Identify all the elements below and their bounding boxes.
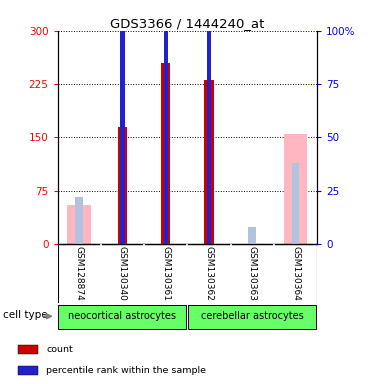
Text: cerebellar astrocytes: cerebellar astrocytes (201, 311, 303, 321)
FancyBboxPatch shape (188, 305, 316, 329)
Bar (120, 0, 125, 244)
Text: count: count (46, 345, 73, 354)
Text: percentile rank within the sample: percentile rank within the sample (46, 366, 206, 375)
Bar (249, 227, 256, 244)
Bar (292, 163, 299, 244)
Text: GSM130363: GSM130363 (248, 246, 257, 301)
Bar (75, 197, 83, 244)
Bar (118, 127, 127, 244)
Title: GDS3366 / 1444240_at: GDS3366 / 1444240_at (110, 17, 265, 30)
Text: GSM128874: GSM128874 (75, 246, 83, 300)
Text: GSM130340: GSM130340 (118, 246, 127, 301)
Text: cell type: cell type (3, 310, 47, 321)
Bar (207, 0, 211, 244)
Bar (67, 205, 91, 244)
Text: GSM130364: GSM130364 (291, 246, 300, 301)
Bar (284, 134, 308, 244)
Bar (18, 345, 37, 354)
Bar (18, 366, 37, 375)
Bar (161, 63, 171, 244)
Text: neocortical astrocytes: neocortical astrocytes (68, 311, 177, 321)
Text: GSM130361: GSM130361 (161, 246, 170, 301)
Text: GSM130362: GSM130362 (204, 246, 213, 301)
FancyBboxPatch shape (58, 305, 187, 329)
Bar (164, 0, 168, 244)
Bar (204, 81, 214, 244)
